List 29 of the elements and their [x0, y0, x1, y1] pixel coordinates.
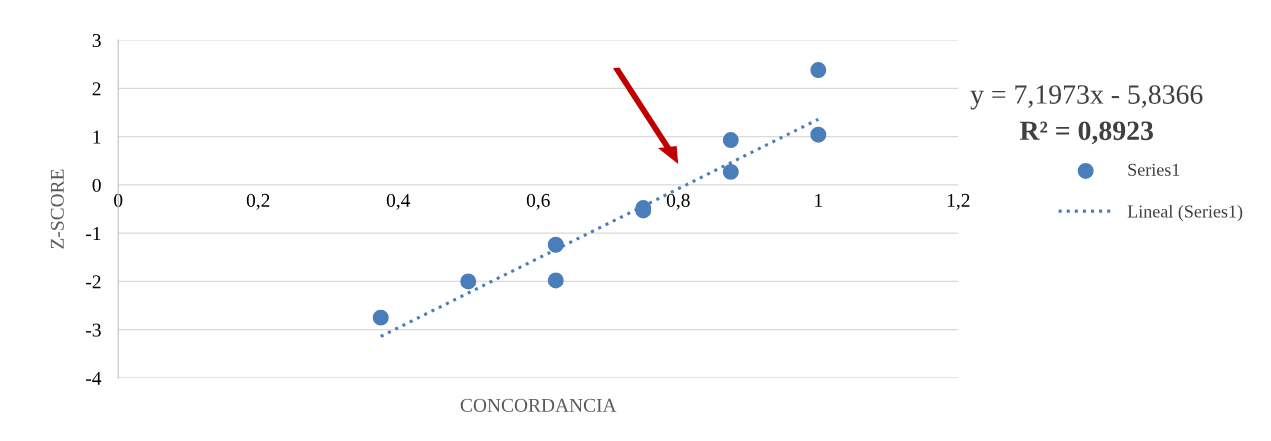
x-tick-label: 1: [815, 193, 823, 207]
y-tick-label: 1: [93, 130, 101, 144]
legend-label: Series1: [1128, 163, 1180, 176]
y-tick-label: -4: [86, 371, 102, 385]
point: [460, 273, 477, 290]
x-tick-label: 0,2: [246, 193, 270, 210]
point: [547, 236, 564, 253]
y-tick-label: 0: [92, 178, 101, 192]
y-tick-label: -3: [86, 323, 101, 337]
text: R² = 0,8923: [1019, 121, 1153, 145]
x-axis-title: CONCORDANCIA: [460, 398, 617, 412]
y-tick-label: -1: [86, 227, 101, 240]
y-tick-label: -2: [86, 275, 101, 289]
text: y = 7,1973x - 5,8366: [970, 85, 1203, 110]
y-tick-label: 3: [92, 34, 101, 48]
point: [722, 132, 739, 149]
x-tick-label: 0,4: [386, 193, 411, 210]
point: [810, 62, 827, 79]
point: [372, 309, 389, 326]
x-tick-label: 0,8: [666, 193, 690, 210]
point: [810, 126, 827, 143]
point: [722, 163, 739, 180]
x-tick-label: 1,2: [947, 193, 970, 210]
x-tick-label: 0: [114, 193, 123, 207]
y-axis-title: Z-SCORE: [50, 169, 64, 249]
x-tick-label: 0,6: [526, 193, 550, 210]
legend-label: Lineal (Series1): [1127, 204, 1243, 222]
point: [547, 272, 564, 289]
y-tick-label: 2: [92, 82, 101, 96]
